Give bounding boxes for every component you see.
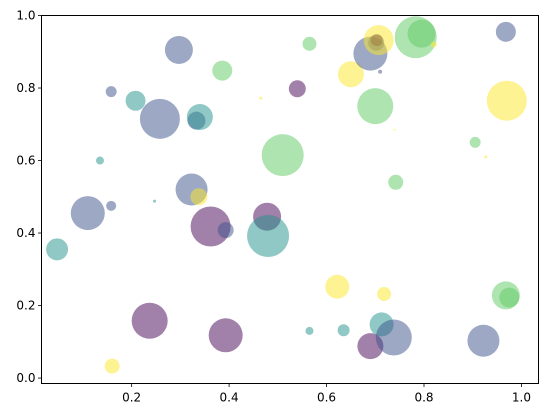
scatter-point-28 [337,61,364,88]
scatter-point-19 [259,96,263,100]
scatter-point-44 [469,136,481,148]
x-axis: 0.2 0.4 0.6 0.8 1.0 [122,383,531,405]
scatter-point-35 [378,69,383,74]
scatter-point-4 [106,200,117,211]
points-layer [46,16,527,374]
scatter-point-50 [499,287,520,308]
x-tick-label-1: 0.4 [220,391,239,405]
scatter-point-39 [393,128,396,131]
scatter-point-21 [247,214,290,257]
scatter-point-26 [325,274,350,299]
scatter-point-22 [261,134,304,177]
scatter-point-25 [305,326,314,335]
scatter-point-13 [190,188,208,206]
x-tick-label-0: 0.2 [122,391,141,405]
y-tick-label-5: 1.0 [16,9,35,23]
y-axis: 0.0 0.2 0.4 0.6 0.8 1.0 [16,9,42,385]
scatter-point-23 [288,80,306,98]
scatter-point-47 [495,21,516,42]
scatter-point-16 [212,60,233,81]
scatter-point-2 [95,156,104,165]
scatter-point-46 [484,155,488,159]
y-tick-label-0: 0.0 [16,371,35,385]
scatter-point-24 [302,36,317,51]
scatter-point-34 [363,25,394,56]
scatter-point-7 [131,302,168,339]
scatter-point-38 [375,319,412,356]
scatter-point-45 [467,324,500,357]
y-tick-label-4: 0.8 [16,81,35,95]
scatter-point-3 [105,86,117,98]
scatter-point-5 [104,358,120,374]
plot-frame [41,15,539,384]
scatter-point-43 [430,41,437,48]
scatter-point-1 [70,196,105,231]
scatter-point-31 [357,88,394,125]
scatter-point-6 [125,90,146,111]
scatter-point-14 [186,104,213,131]
y-tick-label-3: 0.6 [16,154,35,168]
x-tick-label-4: 1.0 [512,391,531,405]
y-tick-label-1: 0.2 [16,299,35,313]
scatter-point-49 [486,80,527,121]
x-tick-label-2: 0.6 [317,391,336,405]
scatter-point-40 [388,174,404,190]
scatter-point-42 [407,19,436,48]
y-tick-label-2: 0.4 [16,226,35,240]
scatter-point-15 [190,206,231,247]
scatter-point-0 [46,238,69,261]
scatter-point-18 [217,222,234,239]
x-tick-label-3: 0.8 [414,391,433,405]
scatter-point-37 [377,286,392,301]
scatter-point-17 [208,318,243,353]
scatter-point-27 [337,324,350,337]
scatter-point-10 [164,35,193,64]
scatter-point-8 [153,199,157,203]
scatter-point-9 [139,98,180,139]
